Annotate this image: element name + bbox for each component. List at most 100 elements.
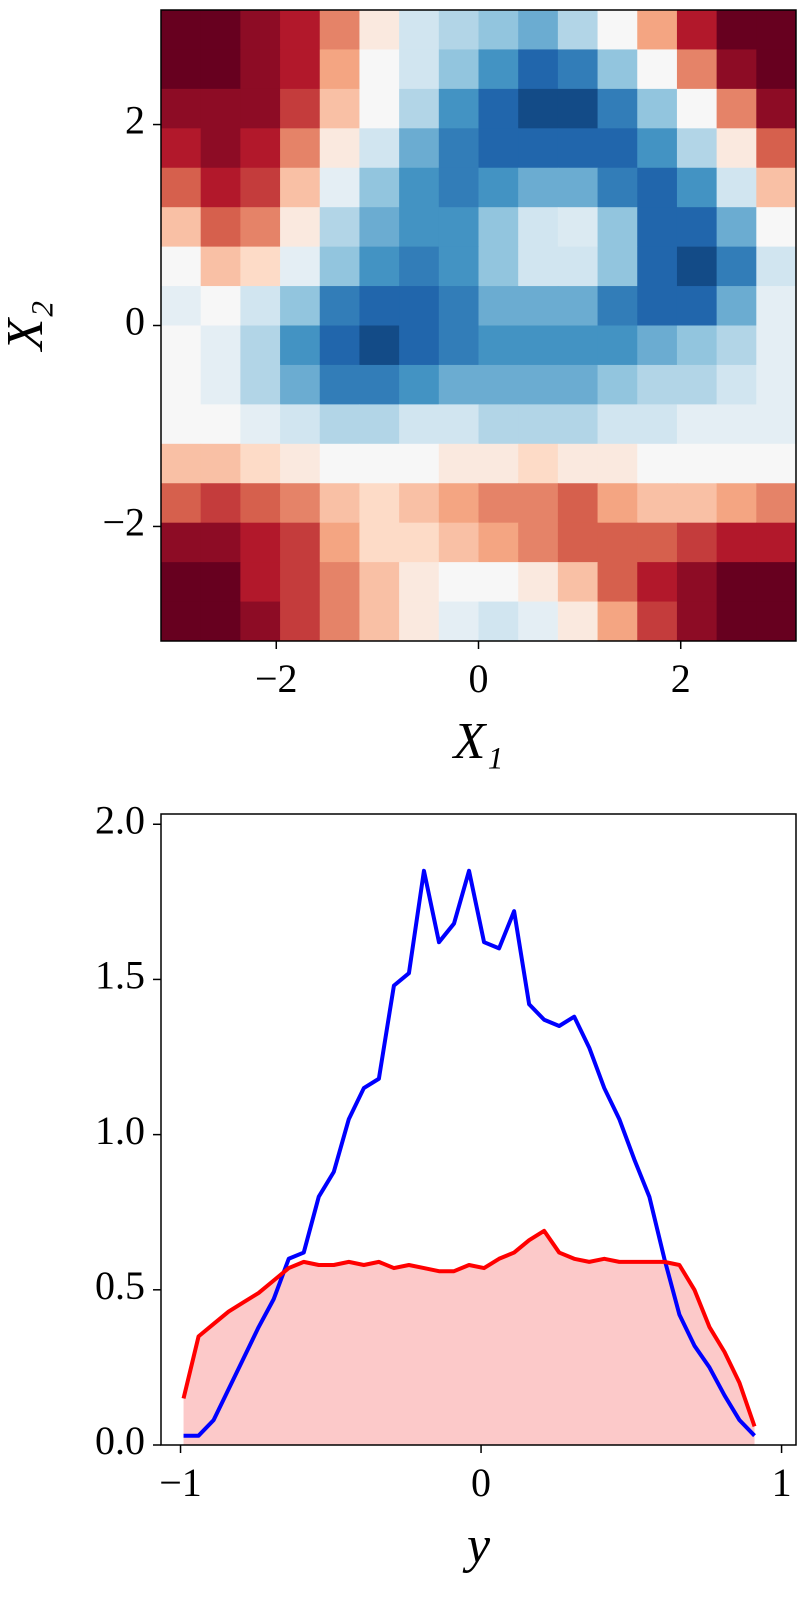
heatmap-cell	[319, 522, 360, 563]
heatmap-cell	[438, 325, 479, 366]
heatmap-cell	[716, 404, 757, 445]
heatmap-cell	[280, 88, 321, 129]
heatmap-cell	[359, 325, 400, 366]
heatmap-cell	[319, 562, 360, 603]
heatmap-cell	[637, 286, 678, 326]
heatmap-cell	[399, 562, 440, 603]
heatmap-cell	[280, 10, 321, 50]
heatmap-cell	[637, 246, 678, 287]
heatmap-cell	[399, 286, 440, 326]
heatmap-cell	[399, 128, 440, 169]
heatmap-cell	[438, 88, 479, 129]
heatmap-cell	[319, 483, 360, 524]
heatmap-cell	[161, 443, 202, 484]
heatmap-cell	[280, 601, 321, 642]
heatmap-cell	[478, 404, 519, 445]
heatmap-cell	[676, 286, 718, 326]
heatmap-cell	[716, 49, 757, 90]
heatmap-cell	[756, 404, 797, 445]
y-tick-label: 2.0	[95, 797, 145, 842]
heatmap-cell	[280, 483, 321, 524]
heatmap-cell	[676, 364, 718, 405]
heatmap-cell	[557, 601, 599, 642]
heatmap-cell	[716, 364, 757, 405]
heatmap-cell	[438, 128, 479, 169]
heatmap-cell	[676, 88, 718, 129]
heatmap-cell	[200, 128, 241, 169]
heatmap-cell	[200, 325, 241, 366]
heatmap-cell	[161, 404, 202, 445]
heatmap-cell	[676, 404, 718, 445]
heatmap-cell	[597, 483, 638, 524]
heatmap-cell	[518, 404, 559, 445]
heatmap-cell	[597, 246, 638, 287]
y-tick-label: −2	[102, 500, 145, 545]
heatmap-cell	[399, 601, 440, 642]
heatmap-cell	[359, 246, 400, 287]
heatmap-cell	[161, 10, 202, 50]
heatmap-cell	[637, 483, 678, 524]
heatmap-cell	[676, 562, 718, 603]
heatmap-cell	[557, 49, 599, 90]
heatmap-cell	[557, 128, 599, 169]
x-tick-label: −2	[255, 656, 298, 701]
heatmap-cell	[280, 522, 321, 563]
heatmap-cell	[319, 404, 360, 445]
heatmap-cell	[597, 88, 638, 129]
heatmap-cell	[478, 325, 519, 366]
heatmap-cell	[240, 49, 281, 90]
heatmap-cell	[597, 10, 638, 50]
heatmap-cell	[518, 443, 559, 484]
heatmap-cell	[597, 49, 638, 90]
heatmap-cell	[557, 88, 599, 129]
heatmap-cell	[359, 404, 400, 445]
y-tick-label: 0.5	[95, 1263, 145, 1308]
x-tick-label: −1	[159, 1460, 202, 1505]
y-tick-label: 1.0	[95, 1108, 145, 1153]
heatmap-cell	[438, 443, 479, 484]
heatmap-cell	[240, 207, 281, 248]
heatmap-cell	[280, 364, 321, 405]
heatmap-cell	[478, 207, 519, 248]
heatmap-cell	[161, 207, 202, 248]
heatmap-cell	[756, 167, 797, 208]
heatmap-cell	[756, 88, 797, 129]
x-tick-label: 0	[471, 1460, 491, 1505]
y-tick-label: 2	[125, 98, 145, 143]
heatmap-cell	[161, 562, 202, 603]
axes-frame	[160, 813, 797, 1446]
heatmap-cell	[518, 10, 559, 50]
heatmap-cell	[359, 128, 400, 169]
heatmap-cell	[240, 88, 281, 129]
heatmap-cell	[478, 364, 519, 405]
heatmap-cell	[716, 443, 757, 484]
heatmap-cell	[200, 49, 241, 90]
heatmap-cell	[478, 10, 519, 50]
heatmap-cell	[756, 207, 797, 248]
heatmap-cell	[597, 404, 638, 445]
heatmap-cell	[676, 601, 718, 642]
heatmap-cell	[359, 167, 400, 208]
heatmap-cell	[438, 207, 479, 248]
x-axis-label: X₁	[452, 713, 504, 770]
heatmap-cell	[280, 404, 321, 445]
heatmap-cell	[756, 10, 797, 50]
heatmap-cell	[319, 167, 360, 208]
heatmap-cell	[518, 88, 559, 129]
heatmap-cell	[518, 207, 559, 248]
heatmap-cell	[399, 364, 440, 405]
heatmap-cell	[716, 562, 757, 603]
heatmap-cell	[200, 207, 241, 248]
heatmap-cell	[676, 128, 718, 169]
heatmap-cell	[478, 601, 519, 642]
heatmap-cell	[478, 128, 519, 169]
heatmap-cell	[200, 364, 241, 405]
heatmap-cell	[438, 49, 479, 90]
heatmap-cell	[319, 128, 360, 169]
heatmap-cell	[756, 562, 797, 603]
heatmap-cell	[200, 443, 241, 484]
x-tick-label: 1	[772, 1460, 792, 1505]
heatmap-cell	[319, 88, 360, 129]
heatmap-cell	[319, 325, 360, 366]
heatmap-cell	[716, 286, 757, 326]
